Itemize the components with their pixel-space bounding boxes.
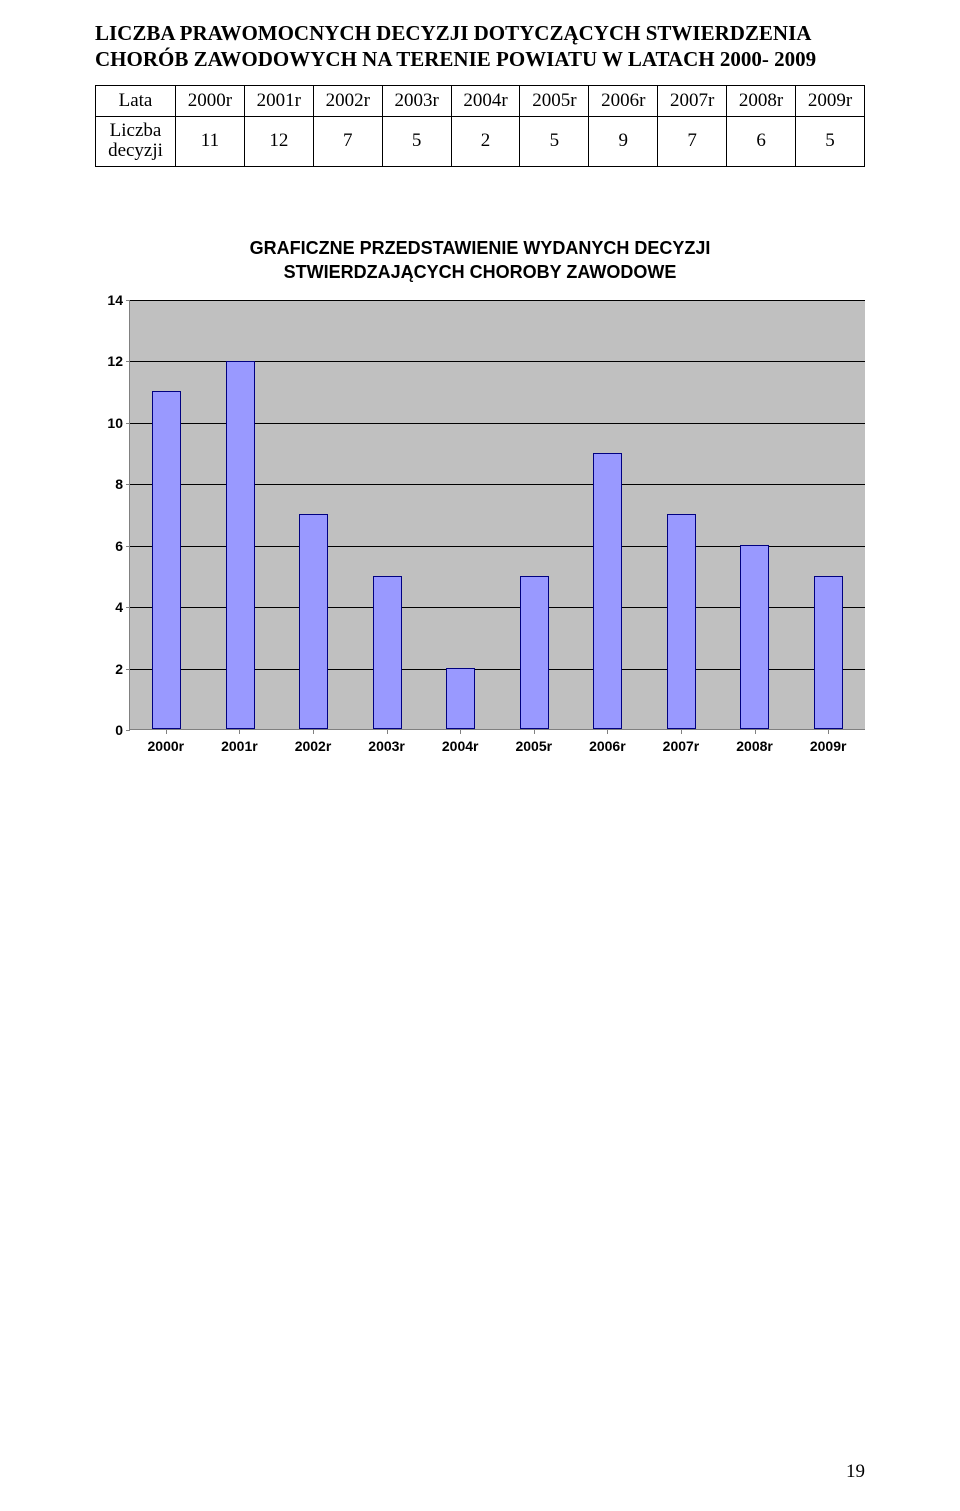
bar <box>373 576 402 730</box>
x-tick-mark <box>755 730 756 734</box>
bar <box>593 453 622 729</box>
y-tick-mark <box>126 730 130 731</box>
row-label-count: Liczba decyzji <box>96 116 176 167</box>
x-tick-label: 2006r <box>571 738 645 754</box>
row-label-count-line1: Liczba <box>110 120 162 141</box>
x-tick-mark <box>460 730 461 734</box>
gridline <box>130 300 865 301</box>
x-tick-label: 2000r <box>129 738 203 754</box>
x-tick-mark <box>828 730 829 734</box>
chart-block: GRAFICZNE PRZEDSTAWIENIE WYDANYCH DECYZJ… <box>95 237 865 754</box>
bar <box>740 545 769 729</box>
bar <box>226 361 255 730</box>
x-tick-mark <box>166 730 167 734</box>
table-row-years: Lata 2000r2001r2002r2003r2004r2005r2006r… <box>96 85 865 116</box>
table-cell-year: 2005r <box>520 85 589 116</box>
table-cell-value: 12 <box>244 116 313 167</box>
title-line-2: CHORÓB ZAWODOWYCH NA TERENIE POWIATU W L… <box>95 47 816 71</box>
table-cell-year: 2004r <box>451 85 520 116</box>
table-row-values: Liczba decyzji 111275259765 <box>96 116 865 167</box>
x-tick-label: 2002r <box>276 738 350 754</box>
bar <box>299 514 328 729</box>
page-number: 19 <box>846 1461 865 1483</box>
table-cell-year: 2000r <box>176 85 245 116</box>
chart-title-line1: GRAFICZNE PRZEDSTAWIENIE WYDANYCH DECYZJ… <box>250 238 711 258</box>
table-cell-year: 2009r <box>796 85 865 116</box>
table-cell-year: 2001r <box>244 85 313 116</box>
y-tick-label: 0 <box>115 722 123 738</box>
table-cell-year: 2003r <box>382 85 451 116</box>
table-cell-year: 2008r <box>727 85 796 116</box>
title-line-1: LICZBA PRAWOMOCNYCH DECYZJI DOTYCZĄCYCH … <box>95 21 811 45</box>
table-cell-year: 2006r <box>589 85 658 116</box>
bar <box>520 576 549 730</box>
table-cell-value: 9 <box>589 116 658 167</box>
x-tick-mark <box>681 730 682 734</box>
bar <box>667 514 696 729</box>
y-tick-label: 2 <box>115 661 123 677</box>
table-cell-value: 5 <box>520 116 589 167</box>
x-tick-mark <box>387 730 388 734</box>
x-tick-label: 2008r <box>718 738 792 754</box>
bar <box>814 576 843 730</box>
x-tick-label: 2004r <box>423 738 497 754</box>
x-tick-label: 2001r <box>203 738 277 754</box>
x-axis: 2000r2001r2002r2003r2004r2005r2006r2007r… <box>129 738 865 754</box>
x-tick-label: 2005r <box>497 738 571 754</box>
y-tick-label: 10 <box>107 415 123 431</box>
plot-area <box>129 300 865 730</box>
table-cell-year: 2002r <box>313 85 382 116</box>
table-cell-year: 2007r <box>658 85 727 116</box>
row-label-count-line2: decyzji <box>108 140 163 161</box>
y-tick-label: 4 <box>115 599 123 615</box>
x-tick-label: 2009r <box>791 738 865 754</box>
x-tick-mark <box>607 730 608 734</box>
x-tick-label: 2007r <box>644 738 718 754</box>
table-cell-value: 7 <box>313 116 382 167</box>
chart-frame: 02468101214 2000r2001r2002r2003r2004r200… <box>95 300 865 754</box>
page-title: LICZBA PRAWOMOCNYCH DECYZJI DOTYCZĄCYCH … <box>95 20 865 73</box>
x-tick-label: 2003r <box>350 738 424 754</box>
bar <box>446 668 475 729</box>
y-tick-label: 6 <box>115 538 123 554</box>
y-axis: 02468101214 <box>95 300 129 730</box>
table-cell-value: 6 <box>727 116 796 167</box>
x-tick-mark <box>239 730 240 734</box>
table-cell-value: 7 <box>658 116 727 167</box>
chart-area: 02468101214 <box>95 300 865 730</box>
table-cell-value: 5 <box>382 116 451 167</box>
x-tick-mark <box>534 730 535 734</box>
chart-title: GRAFICZNE PRZEDSTAWIENIE WYDANYCH DECYZJ… <box>95 237 865 284</box>
table-cell-value: 2 <box>451 116 520 167</box>
row-label-years: Lata <box>96 85 176 116</box>
table-cell-value: 5 <box>796 116 865 167</box>
x-tick-mark <box>313 730 314 734</box>
y-tick-label: 14 <box>107 292 123 308</box>
y-tick-label: 8 <box>115 476 123 492</box>
data-table: Lata 2000r2001r2002r2003r2004r2005r2006r… <box>95 85 865 168</box>
table-cell-value: 11 <box>176 116 245 167</box>
bar <box>152 391 181 729</box>
y-tick-label: 12 <box>107 353 123 369</box>
chart-title-line2: STWIERDZAJĄCYCH CHOROBY ZAWODOWE <box>284 262 677 282</box>
